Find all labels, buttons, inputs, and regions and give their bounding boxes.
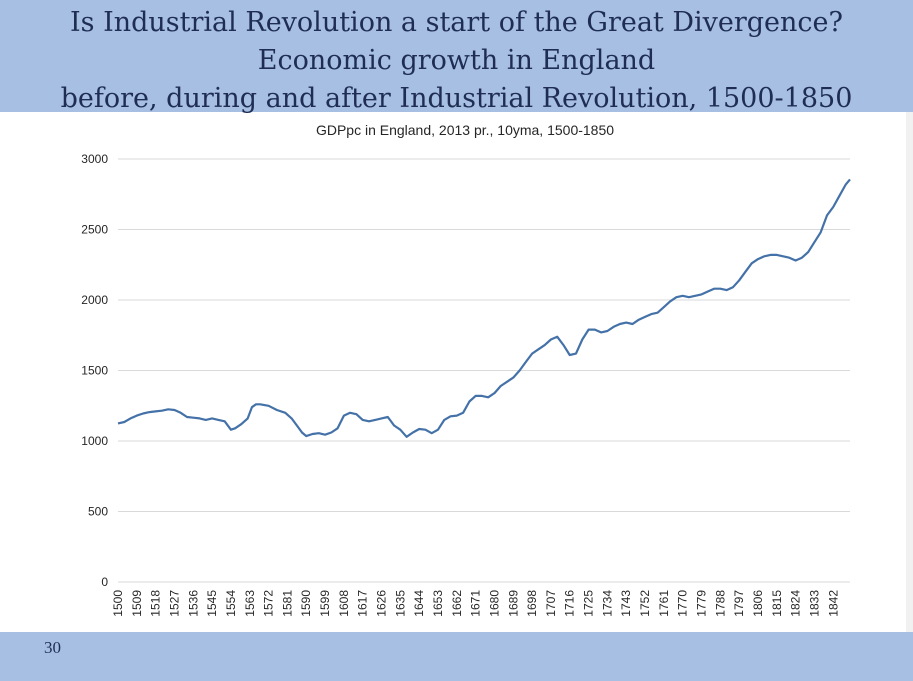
x-tick-label: 1752: [638, 590, 652, 617]
x-tick-label: 1509: [130, 590, 144, 617]
slide-title-line-1: Is Industrial Revolution a start of the …: [69, 7, 844, 38]
x-tick-label: 1797: [732, 590, 746, 617]
x-tick-label: 1824: [789, 590, 803, 617]
x-tick-label: 1788: [713, 590, 727, 617]
x-tick-label: 1806: [751, 590, 765, 617]
x-tick-label: 1779: [695, 590, 709, 617]
x-tick-label: 1500: [111, 590, 125, 617]
gdp-line-chart: GDPpc in England, 2013 pr., 10yma, 1500-…: [81, 122, 851, 617]
chart-frame: GDPpc in England, 2013 pr., 10yma, 1500-…: [70, 113, 863, 631]
x-tick-label: 1635: [393, 590, 407, 617]
x-tick-label: 1545: [205, 590, 219, 617]
grid-layer: [118, 158, 850, 583]
series-layer: [117, 178, 851, 438]
y-tick-label: 2000: [81, 293, 108, 307]
x-tick-label: 1617: [356, 590, 370, 617]
x-tick-label: 1563: [243, 590, 257, 617]
page-number: 30: [44, 638, 61, 657]
x-tick-label: 1761: [657, 590, 671, 617]
title-band: [0, 0, 913, 112]
y-tick-label: 3000: [81, 152, 108, 166]
x-tick-label: 1608: [337, 590, 351, 617]
x-tick-label: 1626: [375, 590, 389, 617]
x-tick-label: 1572: [262, 590, 276, 617]
footer-band: [0, 632, 913, 681]
x-tick-label: 1743: [619, 590, 633, 617]
x-tick-label: 1698: [525, 590, 539, 617]
x-tick-label: 1581: [280, 590, 294, 617]
slide-title-line-3: before, during and after Industrial Revo…: [60, 83, 853, 114]
x-tick-labels: 1500 1509 1518 1527 1536 1545 1554 1563 1572 1581…: [111, 590, 840, 617]
x-tick-label: 1725: [582, 590, 596, 617]
x-tick-label: 1599: [318, 590, 332, 617]
slide-title: Is Industrial Revolution a start of the …: [0, 4, 913, 118]
chart-title: GDPpc in England, 2013 pr., 10yma, 1500-…: [316, 122, 614, 138]
x-tick-label: 1644: [412, 590, 426, 617]
y-tick-labels: 0 500 1000 1500 2000 2500 3000: [81, 152, 108, 589]
x-tick-label: 1662: [450, 590, 464, 617]
x-tick-label: 1833: [807, 590, 821, 617]
x-tick-label: 1707: [544, 590, 558, 617]
slide-title-line-2: Economic growth in England: [257, 45, 656, 76]
x-tick-label: 1689: [506, 590, 520, 617]
x-tick-label: 1527: [167, 590, 181, 617]
slide-edge: [906, 112, 913, 632]
x-tick-label: 1554: [224, 590, 238, 617]
x-tick-label: 1770: [676, 590, 690, 617]
y-tick-label: 0: [101, 575, 108, 589]
x-tick-label: 1815: [770, 590, 784, 617]
x-tick-label: 1653: [431, 590, 445, 617]
x-tick-label: 1734: [600, 590, 614, 617]
y-tick-label: 1500: [81, 364, 108, 378]
x-tick-label: 1518: [149, 590, 163, 617]
x-tick-label: 1680: [487, 590, 501, 617]
x-tick-label: 1536: [186, 590, 200, 617]
y-tick-label: 1000: [81, 434, 108, 448]
x-tick-label: 1590: [299, 590, 313, 617]
series-line-gdppc: [117, 178, 851, 438]
y-tick-label: 2500: [81, 223, 108, 237]
x-tick-label: 1716: [563, 590, 577, 617]
x-tick-label: 1671: [469, 590, 483, 617]
y-tick-label: 500: [88, 505, 108, 519]
x-tick-label: 1842: [826, 590, 840, 617]
